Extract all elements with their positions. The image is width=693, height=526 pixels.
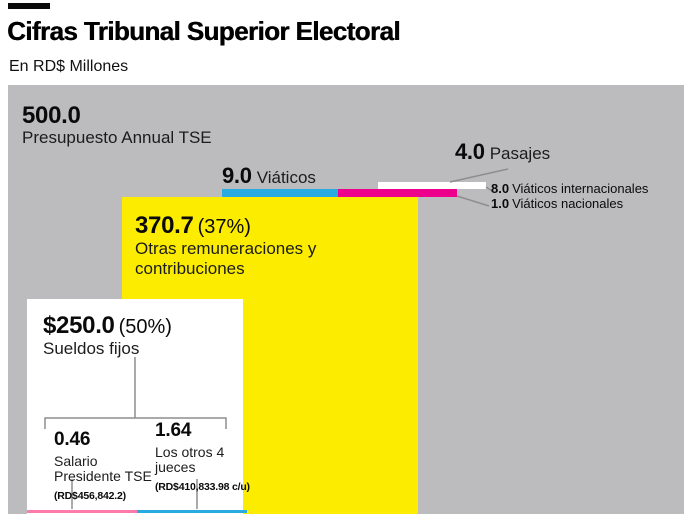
pasajes-value: 4.0: [455, 139, 485, 164]
chart-canvas: 500.0 Presupuesto Annual TSE 9.0 Viáticos…: [8, 85, 684, 514]
jueces-caption: Los otros 4 jueces: [155, 443, 225, 476]
accent-bar: [8, 3, 50, 9]
total-budget-label: 500.0 Presupuesto Annual TSE: [22, 103, 212, 148]
sueldos-caption: Sueldos fijos: [43, 339, 140, 358]
bar-viaticos-internacionales: [378, 182, 486, 189]
otras-value: 370.7: [135, 212, 194, 239]
bar-pasajes: [338, 189, 457, 197]
presidente-detail: (RD$456,842.2): [54, 489, 126, 502]
jueces-column: 1.64 Los otros 4 jueces (RD$410,833.98 c…: [155, 420, 260, 493]
total-budget-caption: Presupuesto Annual TSE: [22, 128, 212, 148]
sueldos-value: $250.0: [43, 312, 115, 339]
bar-viaticos: [222, 189, 338, 197]
viaticos-label: 9.0 Viáticos: [222, 163, 316, 189]
page-subtitle: En RD$ Millones: [9, 58, 129, 75]
presidente-value: 0.46: [54, 429, 91, 450]
jueces-value: 1.64: [155, 420, 192, 441]
viaticos-nacionales-caption: Viáticos nacionales: [512, 196, 624, 211]
viaticos-caption: Viáticos: [256, 168, 316, 187]
sueldos-fijos-label: $250.0 (50%) Sueldos fijos: [43, 313, 233, 359]
sueldos-percent: (50%): [118, 316, 172, 338]
pasajes-label: 4.0 Pasajes: [455, 139, 550, 165]
pasajes-caption: Pasajes: [489, 144, 551, 163]
jueces-underline-bar: [137, 510, 247, 513]
presidente-column: 0.46 Salario Presidente TSE (RD$456,842.…: [54, 429, 154, 502]
total-budget-value: 500.0: [22, 102, 81, 129]
viaticos-nacionales-value: 1.0: [491, 196, 510, 211]
viaticos-internacionales-label: 8.0 Viáticos internacionales: [491, 181, 648, 196]
nac-callout-line: [456, 195, 490, 207]
jueces-detail: (RD$410,833.98 c/u): [155, 480, 250, 493]
viaticos-value: 9.0: [222, 163, 252, 188]
viaticos-nacionales-label: 1.0 Viáticos nacionales: [491, 196, 623, 211]
otras-caption: Otras remuneraciones y contribuciones: [135, 239, 317, 278]
presidente-caption: Salario Presidente TSE: [54, 452, 152, 485]
page-title: Cifras Tribunal Superior Electoral: [7, 16, 400, 46]
viaticos-internacionales-value: 8.0: [491, 181, 510, 196]
presidente-underline-bar: [27, 510, 137, 513]
viaticos-internacionales-caption: Viáticos internacionales: [512, 181, 649, 196]
otras-percent: (37%): [197, 216, 251, 238]
otras-remuneraciones-label: 370.7 (37%) Otras remuneraciones y contri…: [135, 213, 335, 278]
